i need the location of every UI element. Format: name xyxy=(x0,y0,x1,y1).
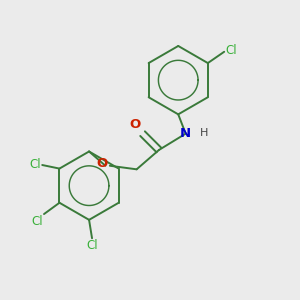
Text: N: N xyxy=(180,127,191,140)
Text: Cl: Cl xyxy=(226,44,237,57)
Text: Cl: Cl xyxy=(31,215,43,228)
Text: Cl: Cl xyxy=(29,158,41,171)
Text: H: H xyxy=(200,128,208,138)
Text: O: O xyxy=(129,118,140,131)
Text: Cl: Cl xyxy=(86,239,98,253)
Text: O: O xyxy=(97,158,108,170)
